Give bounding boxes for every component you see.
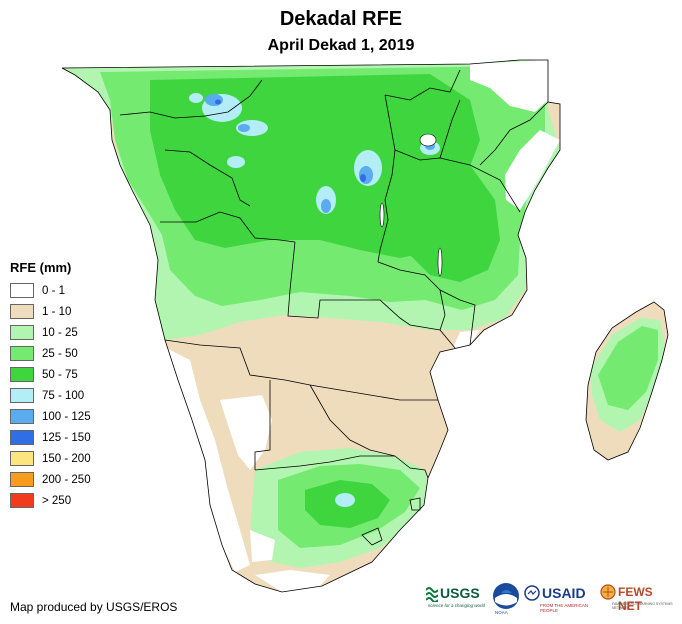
legend-label: 10 - 25 (42, 326, 78, 339)
border (309, 384, 438, 401)
rfe-0-1-horn (470, 60, 548, 112)
legend-label: 1 - 10 (42, 305, 72, 318)
legend-swatch (10, 472, 34, 487)
legend-swatch (10, 409, 34, 424)
rainfall-layers (62, 60, 665, 592)
map-title: Dekadal RFE (279, 8, 403, 30)
lake-tanganyika (379, 202, 385, 228)
rfe-0-1-cape (255, 570, 330, 592)
rfe-75-100-spot (227, 156, 245, 168)
legend-item: > 250 (10, 490, 91, 511)
border (394, 149, 521, 213)
rfe-0-1-mozambique (452, 330, 480, 350)
border (119, 79, 263, 119)
border (254, 455, 395, 471)
usaid-seal-icon (524, 585, 540, 601)
rfe-0-1-west-cape (250, 530, 275, 562)
border (254, 380, 271, 470)
border (384, 69, 461, 101)
noaa-seal-icon (493, 583, 519, 609)
legend-item: 50 - 75 (10, 364, 91, 385)
legend-label: 125 - 150 (42, 431, 91, 444)
legend-title: RFE (mm) (10, 260, 72, 275)
usaid-tagline: FROM THE AMERICAN PEOPLE (540, 603, 589, 613)
lakes (379, 133, 443, 277)
border-eswatini (409, 497, 421, 511)
rfe-50-75-east (385, 150, 500, 282)
border-lesotho (361, 527, 383, 546)
border (164, 149, 251, 207)
legend-label: 25 - 50 (42, 347, 78, 360)
fewsnet-globe-icon (600, 584, 616, 600)
legend-swatch (10, 451, 34, 466)
legend-item: 100 - 125 (10, 406, 91, 427)
lake-malawi (437, 247, 443, 277)
noaa-label: NOAA (495, 610, 508, 615)
usaid-wordmark: USAID (542, 585, 586, 601)
rfe-100-125-spot (205, 94, 223, 106)
legend-label: 200 - 250 (42, 473, 91, 486)
legend-swatch (10, 430, 34, 445)
border (439, 99, 461, 159)
legend-item: 200 - 250 (10, 469, 91, 490)
rfe-125-150-spot (360, 174, 366, 182)
border (479, 101, 549, 166)
legend-item: 0 - 1 (10, 280, 91, 301)
fewsnet-logo: FEWS NET FAMINE EARLY WARNING SYSTEMS NE… (600, 582, 676, 618)
map-subtitle: April Dekad 1, 2019 (267, 37, 415, 54)
legend-item: 75 - 100 (10, 385, 91, 406)
noaa-logo: NOAA (492, 582, 520, 618)
legend-item: 25 - 50 (10, 343, 91, 364)
usaid-logo: USAID FROM THE AMERICAN PEOPLE (524, 582, 596, 618)
legend-label: 0 - 1 (42, 284, 66, 297)
rfe-125-150-spot (215, 99, 221, 105)
lake-victoria (419, 133, 437, 147)
rfe-25-50-madagascar (598, 326, 658, 410)
legend-swatch (10, 325, 34, 340)
usgs-logo: USGS science for a changing world (425, 582, 488, 618)
fewsnet-tagline: FAMINE EARLY WARNING SYSTEMS NETWORK (612, 602, 673, 610)
legend-label: 100 - 125 (42, 410, 91, 423)
partner-logos: USGS science for a changing world NOAA U… (425, 582, 676, 618)
legend: RFE (mm) 0 - 1 1 - 10 10 - 25 25 - 50 50… (10, 260, 91, 511)
border (160, 211, 296, 243)
rfe-75-100-spot (335, 493, 355, 507)
legend-swatch (10, 367, 34, 382)
legend-swatch (10, 493, 34, 508)
border (439, 289, 476, 346)
legend-swatch (10, 346, 34, 361)
border (377, 261, 446, 331)
legend-label: 50 - 75 (42, 368, 78, 381)
legend-label: > 250 (42, 494, 72, 507)
legend-item: 150 - 200 (10, 448, 91, 469)
fewsnet-wordmark: FEWS NET (618, 585, 653, 613)
map-credit: Map produced by USGS/EROS (10, 600, 178, 614)
legend-label: 150 - 200 (42, 452, 91, 465)
usgs-tagline: science for a changing world (428, 603, 486, 608)
rfe-75-100-spot (189, 93, 203, 103)
legend-swatch (10, 388, 34, 403)
legend-item: 10 - 25 (10, 322, 91, 343)
legend-item: 1 - 10 (10, 301, 91, 322)
rfe-0-1-namibia-coast (160, 345, 250, 572)
country-borders (119, 69, 549, 546)
legend-label: 75 - 100 (42, 389, 85, 402)
legend-item: 125 - 150 (10, 427, 91, 448)
border (164, 339, 311, 386)
border (394, 455, 429, 479)
usgs-wave-icon (425, 586, 439, 603)
rfe-100-125-spot (238, 124, 250, 132)
rfe-100-125-spot (321, 199, 331, 213)
border (345, 299, 456, 349)
rfe-0-1-somalia (505, 130, 560, 210)
border (287, 241, 345, 319)
legend-swatch (10, 304, 34, 319)
border (309, 384, 396, 457)
usgs-wordmark: USGS (440, 585, 480, 601)
legend-swatch (10, 283, 34, 298)
